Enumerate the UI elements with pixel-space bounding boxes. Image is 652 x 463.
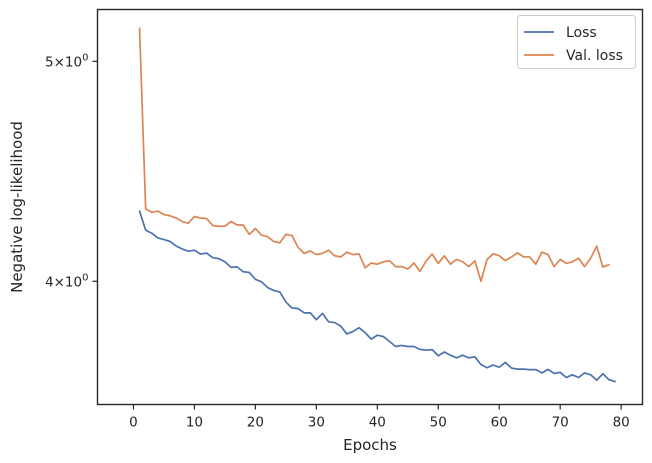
y-tick-label-base: 5×10 — [45, 54, 82, 70]
y-tick-label-base: 4×10 — [45, 274, 82, 290]
plot-frame — [96, 8, 644, 406]
x-axis-label: Epochs — [343, 436, 397, 454]
legend-label-1: Loss — [566, 25, 597, 41]
x-tick-label: 30 — [308, 415, 325, 431]
x-tick-label: 80 — [613, 415, 630, 431]
y-tick-label: 4×100 — [45, 272, 88, 290]
series-layer — [138, 27, 616, 383]
legend: Loss Val. loss — [517, 15, 636, 69]
x-tick-label: 20 — [247, 415, 264, 431]
y-tick-label-exponent: 0 — [82, 52, 88, 63]
x-tick-label: 50 — [430, 415, 447, 431]
x-tick-label: 40 — [369, 415, 386, 431]
series-line-1 — [138, 210, 616, 383]
y-tick-label-exponent: 0 — [82, 272, 88, 283]
y-axis-label: Negative log-likelihood — [8, 121, 26, 293]
legend-label-2: Val. loss — [566, 48, 623, 64]
x-axis: 0 10 20 30 40 50 60 70 80 — [129, 404, 630, 431]
series-line-2 — [138, 27, 610, 283]
y-tick-label: 5×100 — [45, 52, 88, 70]
x-tick-label: 70 — [552, 415, 569, 431]
x-tick-label: 10 — [186, 415, 203, 431]
x-tick-label: 0 — [129, 415, 138, 431]
x-tick-label: 60 — [491, 415, 508, 431]
